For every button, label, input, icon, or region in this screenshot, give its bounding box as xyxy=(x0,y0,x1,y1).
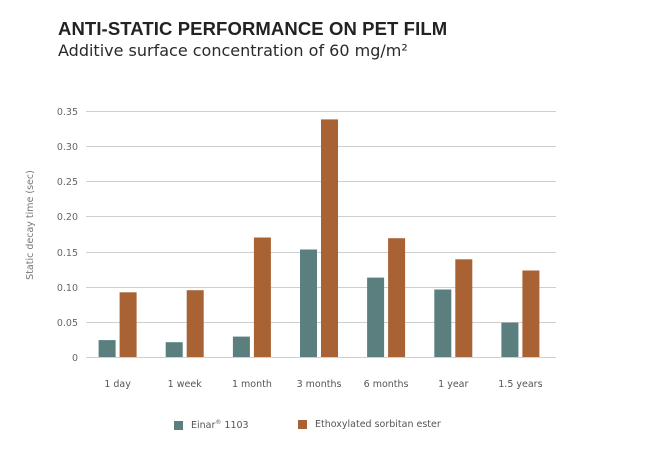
y-tick-label: 0.30 xyxy=(57,142,78,153)
bar-ethoxylated xyxy=(321,119,338,358)
x-tick-label: 3 months xyxy=(297,379,342,390)
x-tick-label: 1 day xyxy=(104,379,131,390)
y-tick-label: 0.15 xyxy=(57,248,78,259)
legend-swatch-einar xyxy=(174,420,183,430)
bar-einar xyxy=(98,340,116,357)
x-tick-label: 6 months xyxy=(364,379,409,390)
x-tick-label: 1 year xyxy=(438,379,468,390)
bar-ethoxylated xyxy=(186,290,204,357)
chart-subtitle: Additive surface concentration of 60 mg/… xyxy=(58,41,408,60)
y-tick-label: 0.25 xyxy=(57,177,78,188)
y-tick-labels: 0 0.05 0.10 0.15 0.20 0.25 0.30 0.35 xyxy=(57,107,78,364)
y-tick-label: 0.20 xyxy=(57,212,78,223)
bar-ethoxylated xyxy=(455,259,473,357)
bars xyxy=(98,119,540,358)
x-tick-labels: 1 day 1 week 1 month 3 months 6 months 1 year… xyxy=(104,379,542,390)
legend-item-ethoxylated: Ethoxylated sorbitan ester xyxy=(298,419,441,430)
registered-mark: ® xyxy=(215,419,222,426)
x-tick-label: 1 week xyxy=(168,379,203,390)
bar-ethoxylated xyxy=(253,237,271,357)
y-tick-label: 0.05 xyxy=(57,318,78,329)
legend-label-einar-suffix: 1103 xyxy=(221,420,249,432)
x-tick-label: 1.5 years xyxy=(498,379,542,390)
legend: Einar® 1103 Ethoxylated sorbitan ester xyxy=(0,419,665,435)
chart-title: ANTI-STATIC PERFORMANCE ON PET FILM xyxy=(58,18,448,39)
legend-swatch-ethoxylated xyxy=(298,420,307,429)
bar-ethoxylated xyxy=(388,238,406,357)
legend-label-ethoxylated: Ethoxylated sorbitan ester xyxy=(315,419,441,430)
bar-ethoxylated xyxy=(119,292,137,357)
bar-einar xyxy=(501,322,519,357)
legend-label-einar: Einar® 1103 xyxy=(191,419,249,431)
bar-einar xyxy=(165,342,183,357)
bar-einar xyxy=(300,249,317,357)
bar-einar xyxy=(434,289,452,357)
bar-einar xyxy=(367,277,385,357)
bar-ethoxylated xyxy=(522,270,540,357)
legend-item-einar: Einar® 1103 xyxy=(174,419,249,431)
y-tick-label: 0.10 xyxy=(57,283,78,294)
y-tick-label: 0.35 xyxy=(57,107,78,118)
legend-label-einar-base: Einar xyxy=(191,420,216,432)
x-tick-label: 1 month xyxy=(232,379,272,390)
y-axis-label: Static decay time (sec) xyxy=(25,170,36,280)
y-tick-label: 0 xyxy=(72,353,78,364)
bar-einar xyxy=(232,336,250,357)
